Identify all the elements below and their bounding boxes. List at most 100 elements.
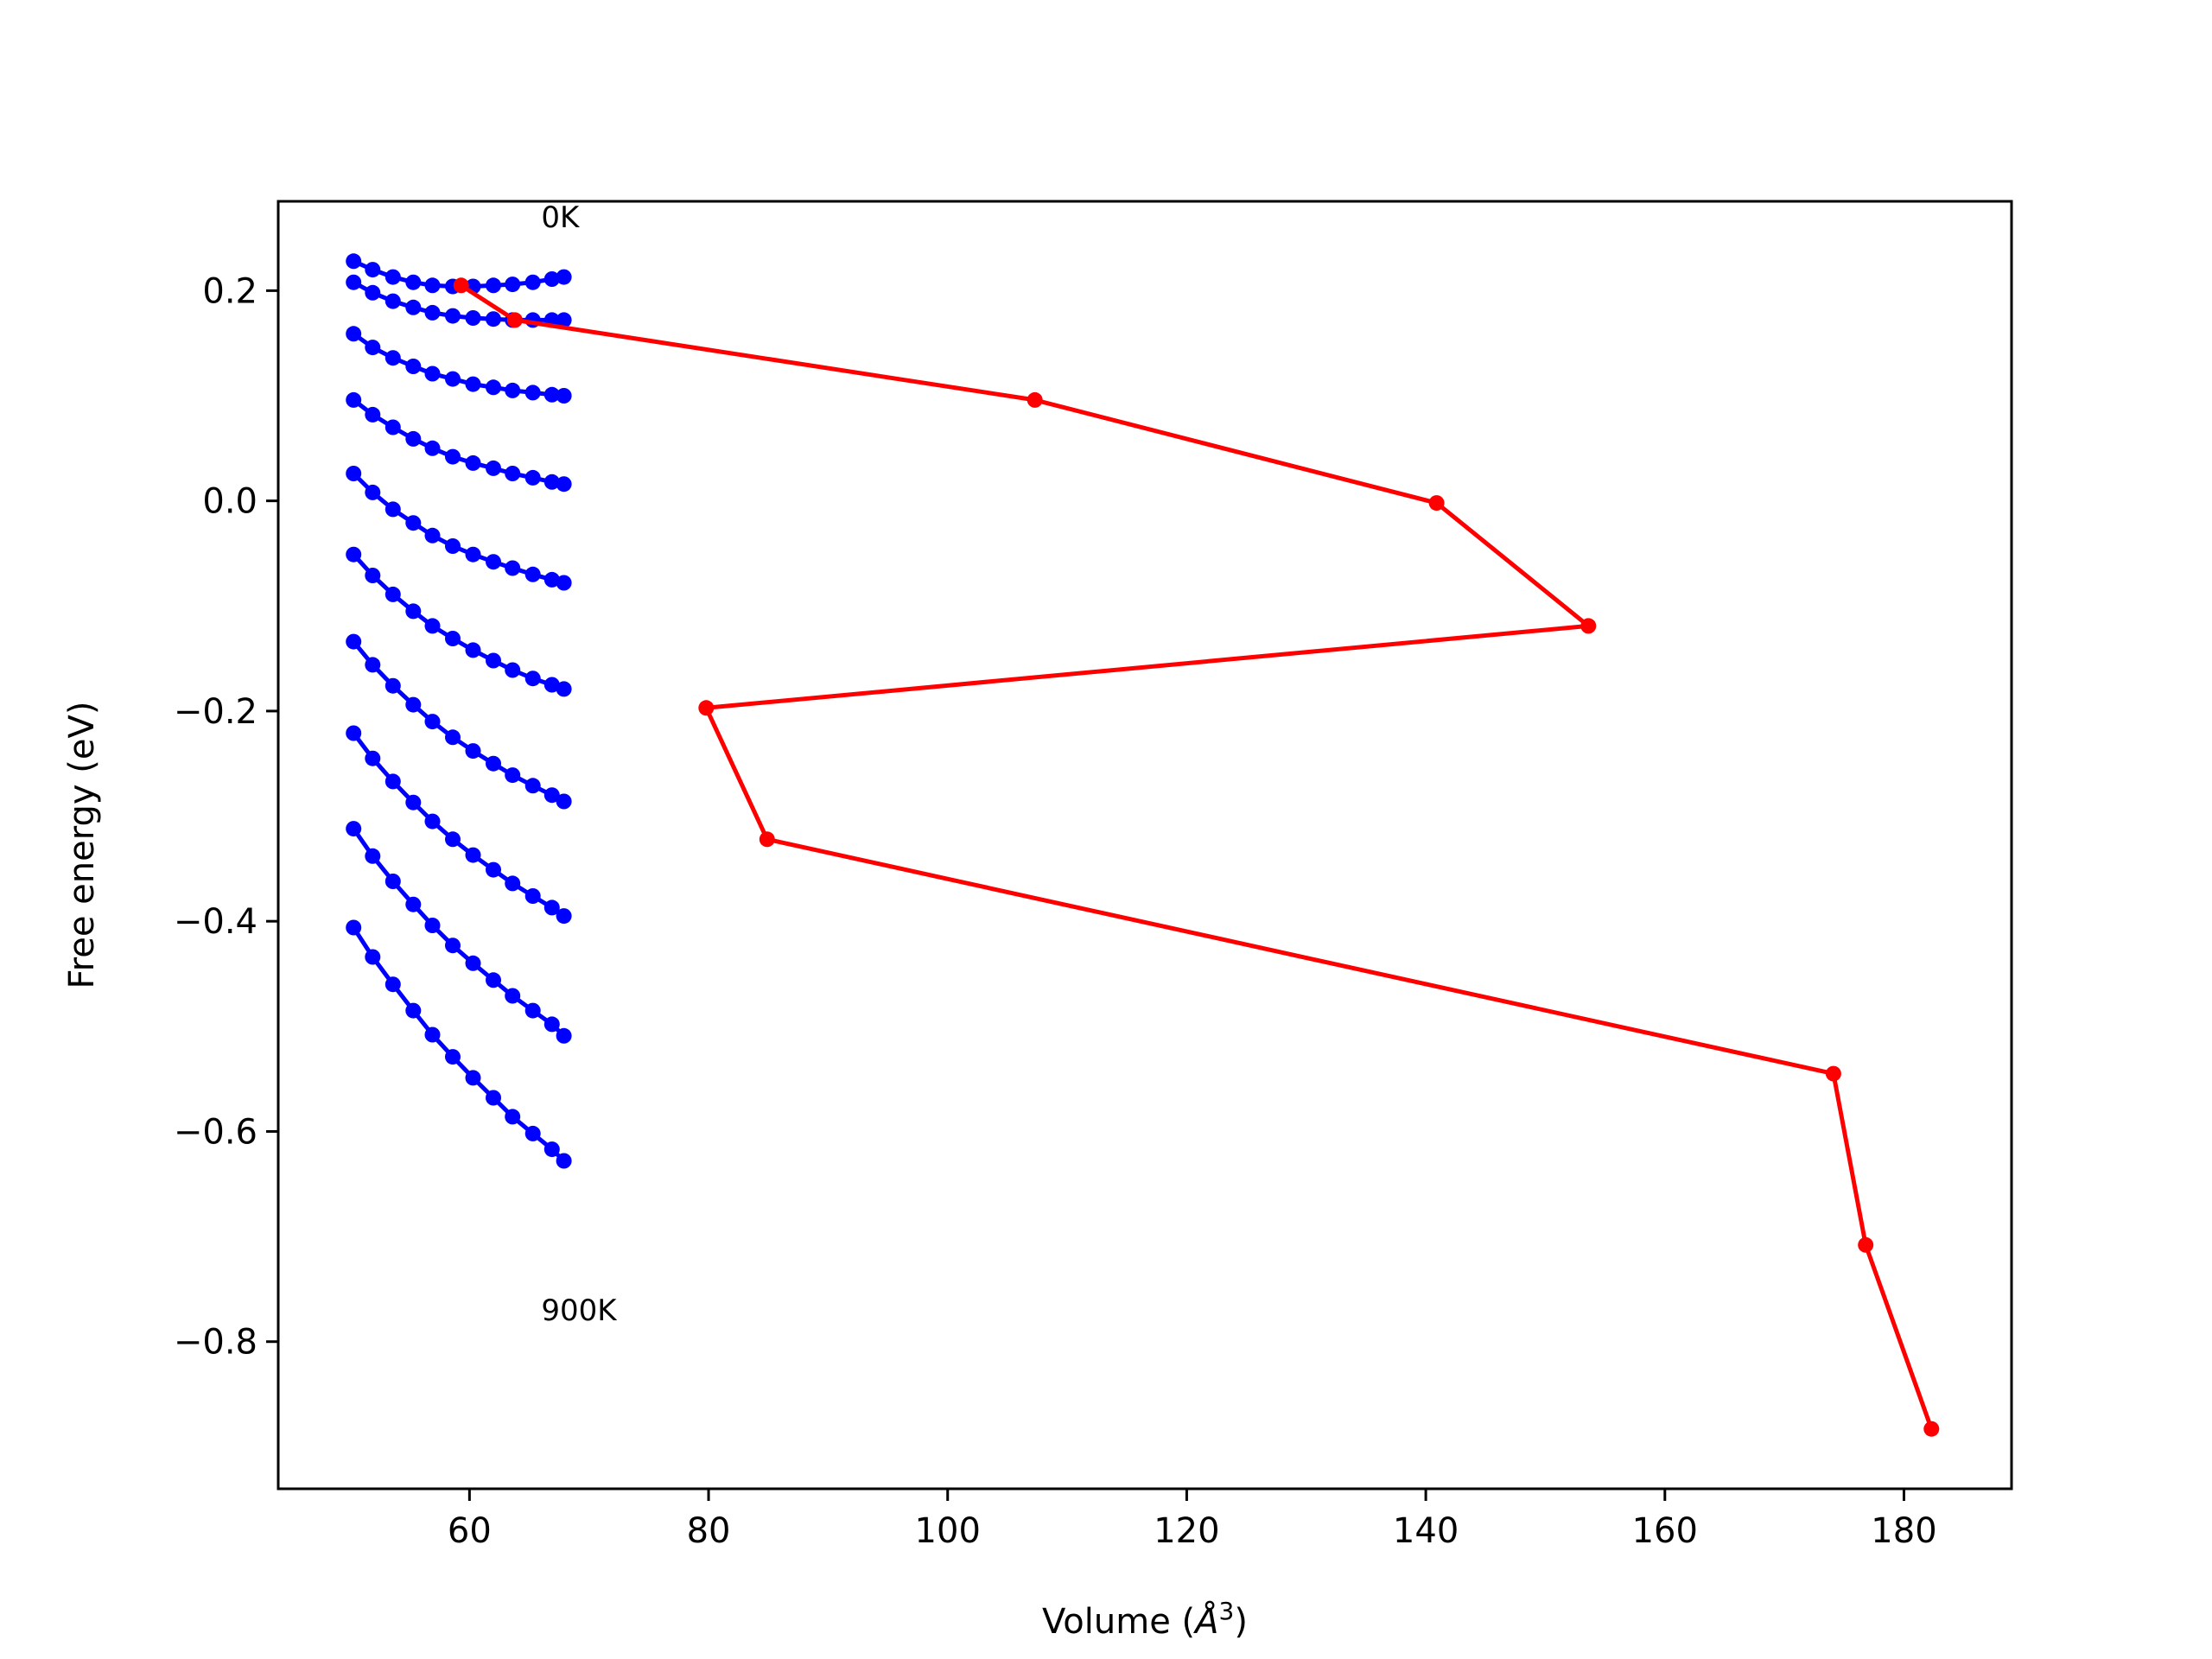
series-2 — [346, 274, 572, 328]
x-axis-label-exponent: 3 — [1219, 1597, 1235, 1625]
series-9-point-10 — [524, 1002, 541, 1019]
series-8-point-9 — [505, 875, 521, 892]
series-10-point-3 — [385, 976, 401, 993]
series-8-point-2 — [365, 750, 381, 766]
series-7-point-4 — [405, 696, 422, 713]
series-6-point-9 — [505, 662, 521, 678]
series-3-point-4 — [405, 359, 422, 374]
series-4-point-5 — [424, 440, 441, 456]
series-5-point-3 — [385, 501, 401, 518]
plot-area — [346, 253, 1940, 1437]
series-7-point-8 — [486, 755, 501, 772]
series-9-point-12 — [556, 1027, 572, 1044]
series-9-point-6 — [445, 938, 461, 954]
series-5-point-6 — [445, 538, 461, 554]
series-5-point-1 — [346, 466, 362, 481]
series-9 — [346, 821, 572, 1044]
series-1-point-2 — [365, 262, 381, 278]
series-6-point-1 — [346, 546, 362, 563]
series-10-point-10 — [524, 1125, 541, 1141]
series-7 — [346, 633, 572, 810]
series-10-point-4 — [405, 1002, 422, 1019]
series-9-point-1 — [346, 821, 362, 837]
series-10-point-6 — [445, 1049, 461, 1065]
series-7-point-6 — [445, 729, 461, 746]
series-2-point-4 — [405, 299, 422, 315]
series-4-point-12 — [556, 476, 572, 493]
series-9-point-7 — [465, 955, 481, 971]
series-6-point-3 — [385, 586, 401, 602]
series-9-point-5 — [424, 918, 441, 933]
series-3-point-6 — [445, 371, 461, 387]
x-tick-label: 180 — [1871, 1511, 1936, 1551]
series-11-point-3 — [1027, 391, 1043, 408]
series-5-point-12 — [556, 575, 572, 591]
series-3-point-3 — [385, 350, 401, 366]
series-11-point-9 — [1858, 1236, 1874, 1253]
series-8-point-5 — [424, 813, 441, 830]
series-7-point-2 — [365, 657, 381, 673]
series-6-point-6 — [445, 631, 461, 646]
series-5-point-7 — [465, 546, 481, 563]
series-10-point-11 — [543, 1141, 560, 1158]
series-5-point-9 — [505, 560, 521, 576]
series-11-point-6 — [698, 700, 715, 716]
series-7-point-5 — [424, 714, 441, 730]
series-5-point-10 — [524, 566, 541, 582]
series-7-point-9 — [505, 767, 521, 784]
series-4-point-1 — [346, 391, 362, 408]
annotation-2: 900K — [541, 1294, 618, 1328]
series-1-point-5 — [424, 277, 441, 294]
series-4-point-2 — [365, 406, 381, 423]
y-tick-label: −0.8 — [174, 1323, 257, 1363]
x-tick-label: 140 — [1393, 1511, 1459, 1551]
series-8-point-10 — [524, 888, 541, 904]
series-11-point-2 — [506, 312, 523, 328]
series-11-point-8 — [1825, 1065, 1841, 1082]
y-tick-label: 0.2 — [202, 271, 257, 311]
series-11-point-5 — [1580, 618, 1597, 634]
series-7-point-7 — [465, 743, 481, 760]
y-tick-label: −0.4 — [174, 902, 257, 942]
series-3 — [346, 326, 572, 404]
series-3-point-11 — [543, 386, 560, 403]
series-4-point-10 — [524, 469, 541, 486]
series-6-point-4 — [405, 603, 422, 620]
series-4-point-4 — [405, 430, 422, 447]
series-10 — [346, 919, 572, 1169]
series-2-point-1 — [346, 274, 362, 290]
x-axis: 60 80 100 120 140 160 180 — [448, 1489, 1937, 1551]
series-4-point-3 — [385, 419, 401, 435]
series-10-point-9 — [505, 1109, 521, 1125]
series-10-point-12 — [556, 1153, 572, 1169]
series-4-point-8 — [486, 460, 501, 476]
series-3-point-1 — [346, 326, 362, 342]
x-tick-label: 120 — [1154, 1511, 1219, 1551]
series-2-point-12 — [556, 312, 572, 328]
y-tick-label: 0.0 — [202, 482, 257, 522]
annotations: 0K 900K — [541, 200, 618, 1328]
series-9-point-2 — [365, 848, 381, 864]
y-axis: 0.2 0.0 −0.2 −0.4 −0.6 −0.8 — [174, 271, 278, 1363]
series-4-point-6 — [445, 448, 461, 465]
y-tick-label: −0.6 — [174, 1112, 257, 1152]
series-5-point-2 — [365, 484, 381, 500]
series-5-point-4 — [405, 515, 422, 531]
series-7-point-10 — [524, 778, 541, 794]
series-1-point-9 — [505, 276, 521, 293]
series-11-point-10 — [1923, 1421, 1940, 1437]
series-6-point-7 — [465, 642, 481, 658]
series-1-point-11 — [543, 271, 560, 287]
series-10-point-8 — [486, 1090, 501, 1106]
series-11-line — [459, 283, 1934, 1432]
series-8-point-6 — [445, 831, 461, 848]
series-7-point-1 — [346, 633, 362, 650]
series-11-point-7 — [759, 831, 775, 848]
series-11-point-4 — [1428, 495, 1445, 512]
series-8-point-4 — [405, 794, 422, 810]
series-10-point-2 — [365, 949, 381, 965]
series-2-point-8 — [486, 311, 501, 327]
series-2-point-6 — [445, 308, 461, 324]
series-5-point-5 — [424, 527, 441, 543]
